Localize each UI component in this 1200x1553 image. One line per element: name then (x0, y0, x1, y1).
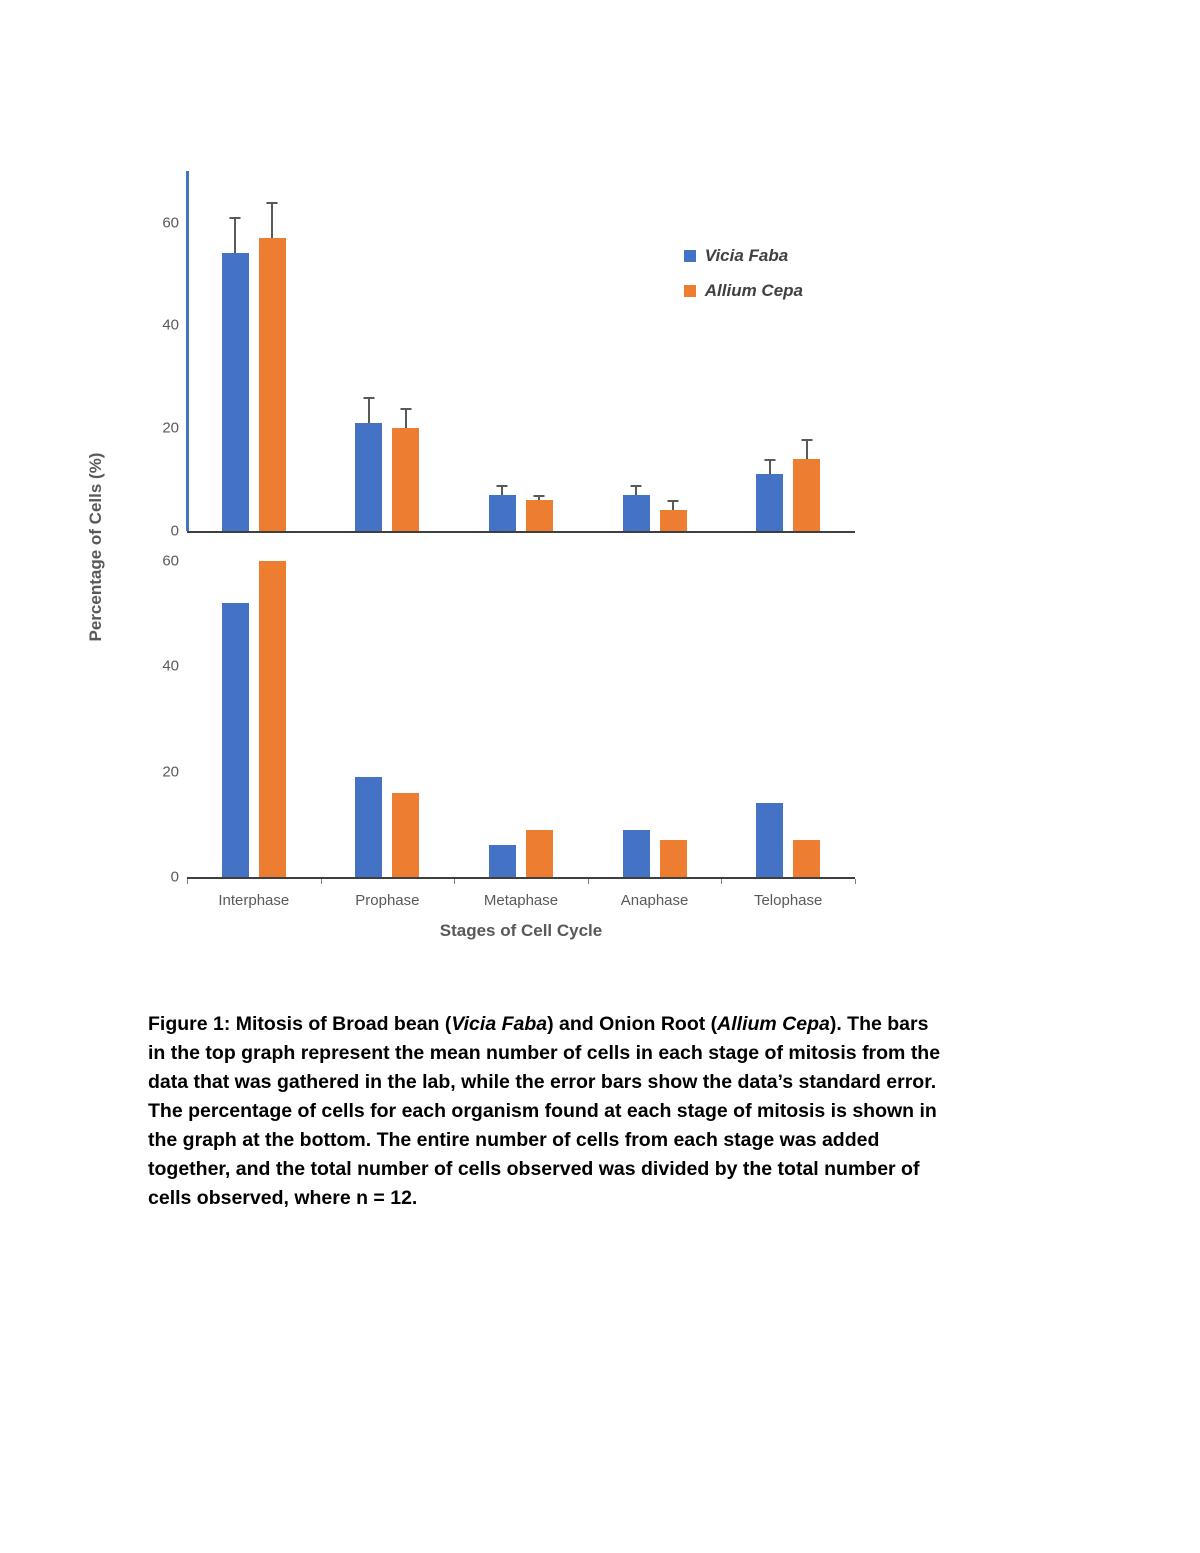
bar-group-telophase (721, 438, 855, 531)
caption-segment: Figure 1: (148, 1013, 231, 1035)
bar-vicia-faba-prophase (355, 397, 383, 531)
bar-vicia-faba-metaphase (488, 845, 516, 877)
bar-allium-cepa-telophase (793, 840, 821, 877)
y-tick-label-20: 20 (162, 763, 179, 781)
error-bar-cap (229, 217, 241, 220)
error-bar-cap (630, 484, 642, 487)
bar-allium-cepa-metaphase (525, 495, 553, 531)
bar-vicia-faba-metaphase (488, 484, 516, 531)
y-axis-line (186, 171, 189, 531)
bar-vicia-faba-telophase (756, 459, 784, 531)
bar-vicia-faba-prophase (355, 776, 383, 877)
error-bar-cap (764, 459, 776, 462)
error-bar (764, 459, 776, 475)
legend-swatch-vicia-faba (683, 249, 696, 262)
bottom-plot-area: 0 20 40 60 (162, 544, 855, 885)
error-bar-cap (400, 407, 412, 410)
y-tick-label-60: 60 (162, 214, 179, 232)
x-tick-mark (589, 879, 723, 884)
error-bar-cap (266, 202, 278, 205)
category-label-anaphase: Anaphase (620, 892, 689, 909)
y-axis-title: Percentage of Cells (%) (86, 452, 105, 642)
error-bar-cap (667, 500, 679, 503)
error-bar (229, 217, 241, 254)
bar-vicia-faba-anaphase (622, 484, 650, 531)
error-bar (667, 500, 679, 511)
bar-group-telophase (721, 803, 855, 877)
legend-swatch-allium-cepa (683, 284, 696, 297)
bottom-bar-chart: 0 20 40 60 Interphase Prophase Metaphase Anaph… (162, 544, 856, 941)
bar-group-anaphase (588, 829, 722, 877)
x-axis-tick-marks (187, 879, 856, 884)
top-bar-chart: 0 20 40 60 Vicia Faba Allium Cepa (162, 171, 855, 539)
bar-group-prophase (321, 776, 455, 877)
caption-segment: Vicia Faba (451, 1013, 548, 1035)
bar-allium-cepa-prophase (392, 407, 420, 531)
figure-caption: Figure 1: Mitosis of Broad bean (Vicia F… (148, 1010, 950, 1213)
y-tick-label-40: 40 (162, 657, 179, 675)
y-tick-label-0: 0 (170, 868, 179, 886)
category-label-prophase: Prophase (355, 892, 420, 909)
category-label-metaphase: Metaphase (483, 892, 559, 909)
bar-allium-cepa-interphase (258, 202, 286, 531)
bottom-bar-groups (187, 544, 855, 877)
bar-group-interphase (187, 560, 321, 877)
bar-group-anaphase (588, 484, 722, 531)
chart-legend: Vicia Faba Allium Cepa (683, 246, 803, 300)
bar-vicia-faba-telophase (756, 803, 784, 877)
x-tick-mark (322, 879, 456, 884)
x-axis-title: Stages of Cell Cycle (439, 921, 603, 940)
bottom-y-tick-labels: 0 20 40 60 (137, 544, 179, 884)
caption-segment: ) and Onion Root ( (547, 1013, 718, 1035)
error-bar (496, 484, 508, 496)
error-bar (400, 407, 412, 429)
legend-label-allium-cepa: Allium Cepa (704, 281, 803, 300)
error-bar (630, 484, 642, 496)
category-label-telophase: Telophase (753, 892, 823, 909)
y-tick-label-20: 20 (162, 419, 179, 437)
error-bar-cap (363, 397, 375, 400)
top-plot-area: 0 20 40 60 Vicia Faba Allium Cepa (162, 171, 855, 539)
y-tick-label-60: 60 (162, 552, 179, 570)
bar-group-interphase (187, 202, 321, 531)
bar-allium-cepa-metaphase (525, 829, 553, 877)
error-bar (801, 438, 813, 460)
legend-item-allium-cepa: Allium Cepa (683, 281, 803, 300)
error-bar (363, 397, 375, 424)
caption-segment: Allium Cepa (717, 1013, 830, 1035)
error-bar (533, 495, 545, 501)
bar-vicia-faba-interphase (221, 217, 249, 531)
x-tick-mark (455, 879, 589, 884)
x-tick-mark (188, 879, 322, 884)
x-tick-mark (722, 879, 856, 884)
category-label-interphase: Interphase (218, 892, 290, 909)
error-bar-cap (801, 438, 813, 441)
bar-group-metaphase (454, 829, 588, 877)
error-bar-cap (533, 495, 545, 498)
bar-vicia-faba-anaphase (622, 829, 650, 877)
error-bar (266, 202, 278, 239)
legend-label-vicia-faba: Vicia Faba (704, 246, 789, 265)
bar-allium-cepa-prophase (392, 792, 420, 877)
bar-allium-cepa-anaphase (659, 840, 687, 877)
bar-group-prophase (321, 397, 455, 531)
legend-item-vicia-faba: Vicia Faba (683, 246, 803, 265)
bar-allium-cepa-telophase (793, 438, 821, 531)
caption-segment: Mitosis of Broad bean ( (230, 1013, 452, 1035)
bar-vicia-faba-interphase (221, 602, 249, 877)
category-labels: Interphase Prophase Metaphase Anaphase Telop… (187, 892, 855, 909)
bar-allium-cepa-interphase (258, 560, 286, 877)
figure-1-charts: 0 20 40 60 Vicia Faba Allium Cepa 0 (162, 171, 856, 941)
y-tick-label-0: 0 (170, 522, 179, 540)
top-y-tick-labels: 0 20 40 60 (137, 171, 179, 538)
bar-allium-cepa-anaphase (659, 500, 687, 531)
y-tick-label-40: 40 (162, 316, 179, 334)
top-bar-groups (187, 171, 855, 531)
caption-segment: ). The bars in the top graph represent t… (148, 1013, 941, 1209)
bar-group-metaphase (454, 484, 588, 531)
error-bar-cap (496, 484, 508, 487)
